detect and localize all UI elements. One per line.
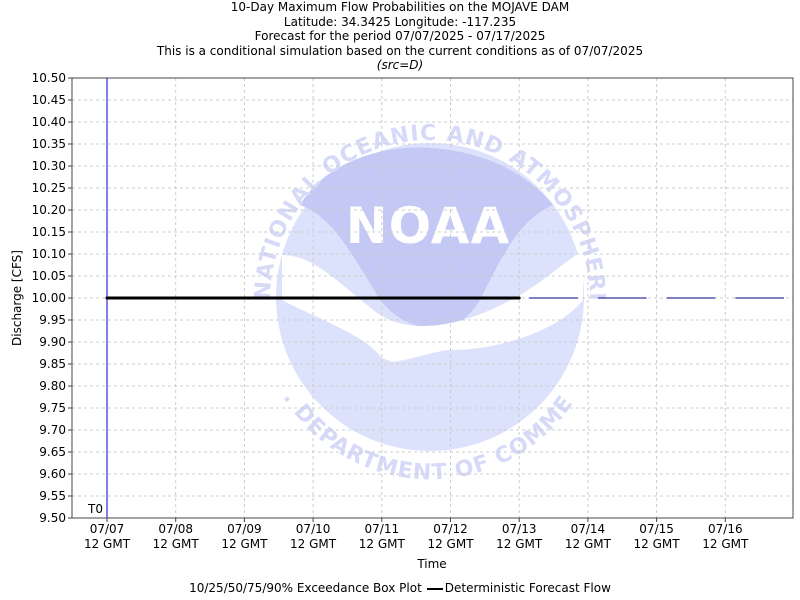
x-tick-label-time: 12 GMT: [565, 537, 612, 551]
x-tick-label-date: 07/16: [708, 522, 743, 536]
chart-title-block: 10-Day Maximum Flow Probabilities on the…: [0, 0, 800, 73]
x-tick-label-time: 12 GMT: [221, 537, 268, 551]
y-tick-label: 9.55: [39, 489, 66, 503]
y-tick-label: 9.65: [39, 445, 66, 459]
y-tick-label: 10.45: [32, 93, 66, 107]
x-tick-label-time: 12 GMT: [702, 537, 749, 551]
x-axis-label: Time: [416, 557, 446, 571]
y-tick-label: 10.15: [32, 225, 66, 239]
x-tick-label-time: 12 GMT: [290, 537, 337, 551]
y-tick-label: 10.20: [32, 203, 66, 217]
x-tick-label-date: 07/11: [365, 522, 400, 536]
x-tick-label-date: 07/10: [296, 522, 331, 536]
chart-series-layer: [105, 78, 784, 518]
y-tick-label: 10.50: [32, 71, 66, 85]
chart-title-line-1: 10-Day Maximum Flow Probabilities on the…: [230, 0, 570, 14]
y-tick-label: 9.60: [39, 467, 66, 481]
y-tick-label: 10.35: [32, 137, 66, 151]
chart-title-line-2: Latitude: 34.3425 Longitude: -117.235: [283, 14, 517, 29]
y-axis-label: Discharge [CFS]: [10, 250, 24, 346]
legend-box-plot-label: 10/25/50/75/90% Exceedance Box Plot: [189, 581, 422, 595]
chart-subtitle: (src=D): [376, 58, 424, 72]
x-tick-label-time: 12 GMT: [496, 537, 543, 551]
y-tick-label: 9.90: [39, 335, 66, 349]
x-tick-label-date: 07/09: [227, 522, 262, 536]
chart-title-line-3: Forecast for the period 07/07/2025 - 07/…: [254, 29, 546, 43]
legend-deterministic-swatch: [426, 587, 443, 590]
x-tick-label-date: 07/15: [639, 522, 674, 536]
x-tick-label-time: 12 GMT: [634, 537, 681, 551]
y-tick-label: 10.00: [32, 291, 66, 305]
legend-deterministic-label: Deterministic Forecast Flow: [444, 581, 611, 595]
x-tick-label-date: 07/07: [90, 522, 125, 536]
x-tick-label-time: 12 GMT: [359, 537, 406, 551]
x-tick-label-time: 12 GMT: [153, 537, 200, 551]
y-tick-label: 10.05: [32, 269, 66, 283]
t0-label: T0: [87, 502, 103, 516]
y-tick-label: 9.50: [39, 511, 66, 525]
x-tick-label-date: 07/12: [433, 522, 468, 536]
y-tick-label: 9.85: [39, 357, 66, 371]
x-tick-label-date: 07/14: [571, 522, 606, 536]
chart-title-line-4: This is a conditional simulation based o…: [156, 43, 644, 58]
deterministic-point: [517, 296, 521, 300]
y-tick-label: 9.80: [39, 379, 66, 393]
y-tick-label: 10.30: [32, 159, 66, 173]
chart-grid: [72, 78, 793, 518]
x-tick-label-date: 07/08: [158, 522, 193, 536]
y-tick-label: 10.40: [32, 115, 66, 129]
watermark-logo-text: NOAA: [346, 197, 510, 255]
chart-legend: 10/25/50/75/90% Exceedance Box Plot Deter…: [0, 581, 800, 595]
y-tick-label: 10.25: [32, 181, 66, 195]
y-tick-label: 9.75: [39, 401, 66, 415]
y-tick-label: 9.95: [39, 313, 66, 327]
y-tick-label: 10.10: [32, 247, 66, 261]
chart-axes: 9.50 9.55 9.60 9.65 9.70 9.75 9.80 9.85 9.90 9.95…: [32, 71, 749, 551]
x-tick-label-date: 07/13: [502, 522, 537, 536]
x-tick-label-time: 12 GMT: [427, 537, 474, 551]
x-tick-label-time: 12 GMT: [84, 537, 131, 551]
y-tick-label: 9.70: [39, 423, 66, 437]
noaa-watermark-logo: NOAA NATIONAL OCEANIC AND ATMOSPHERIC AD…: [0, 0, 608, 486]
deterministic-point: [105, 296, 109, 300]
